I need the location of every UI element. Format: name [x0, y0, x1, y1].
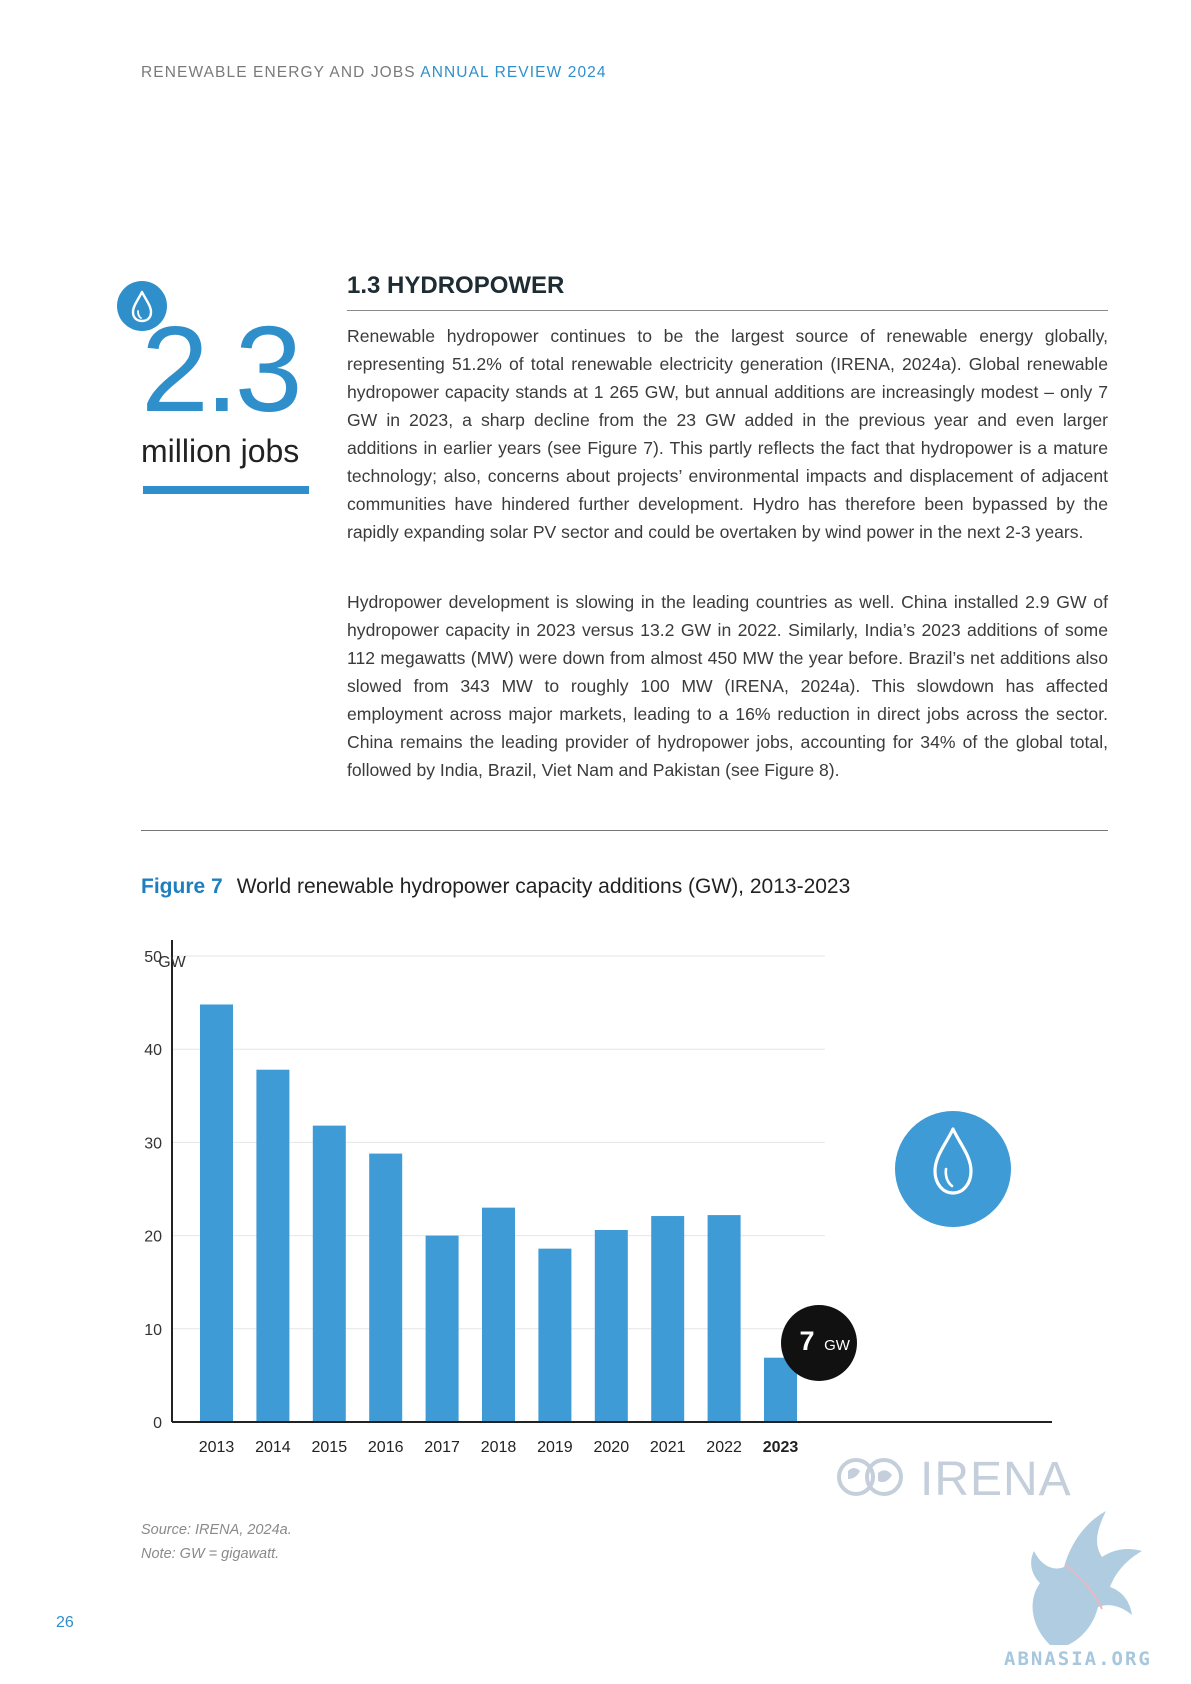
x-tick-label-2021: 2021: [650, 1439, 686, 1456]
y-tick-label: 20: [144, 1229, 162, 1246]
figure-title: World renewable hydropower capacity addi…: [236, 875, 851, 898]
x-tick-label-2018: 2018: [481, 1439, 517, 1456]
callout-unit: GW: [824, 1337, 851, 1354]
hydropower-capacity-chart: 0 10 20 30 40 50 2013 2014 2015 2016 2017 2018 2019…: [144, 940, 1052, 1456]
y-axis-tick-labels: 0 10 20 30 40 50: [144, 949, 162, 1432]
callout-circle: [781, 1305, 857, 1381]
bar-2019: [538, 1248, 572, 1422]
griffin-watermark-icon: [1031, 1511, 1142, 1645]
chart-water-drop-icon: [895, 1111, 1011, 1227]
y-tick-label: 30: [144, 1135, 162, 1152]
source-note: Source: IRENA, 2024a.: [141, 1522, 292, 1538]
bar-2016: [369, 1153, 403, 1422]
running-header-accent: ANNUAL REVIEW 2024: [420, 64, 607, 81]
figure-label: Figure 7: [141, 875, 223, 898]
x-tick-label-2016: 2016: [368, 1439, 404, 1456]
x-tick-label-2014: 2014: [255, 1439, 291, 1456]
x-tick-label-2015: 2015: [312, 1439, 348, 1456]
y-tick-label: 0: [153, 1415, 162, 1432]
bar-2017: [425, 1235, 459, 1422]
bar-2020: [594, 1230, 628, 1422]
body-paragraph-1: Renewable hydropower continues to be the…: [347, 326, 1108, 542]
bar-2014: [256, 1069, 290, 1422]
stat-number: 2.3: [141, 301, 303, 437]
bar-2022: [707, 1215, 741, 1422]
y-axis-label: GW: [158, 954, 186, 971]
stat-label: million jobs: [141, 433, 300, 469]
chart-bars: [200, 1004, 797, 1422]
bar-2015: [312, 1125, 346, 1422]
x-axis-tick-labels: 2013 2014 2015 2016 2017 2018 2019 2020 2021 2022…: [199, 1439, 799, 1456]
bar-2013: [200, 1004, 233, 1422]
x-tick-label-2017: 2017: [424, 1439, 460, 1456]
x-tick-label-2020: 2020: [594, 1439, 630, 1456]
figure-caption: Figure 7 World renewable hydropower capac…: [141, 875, 850, 899]
bar-2021: [651, 1216, 685, 1422]
content-divider: [141, 830, 1108, 831]
bar-2018: [482, 1207, 515, 1422]
irena-globe-icon: [837, 1458, 903, 1496]
callout-value: 7: [799, 1326, 814, 1356]
running-header: RENEWABLE ENERGY AND JOBS ANNUAL REVIEW …: [141, 64, 607, 82]
section-divider: [347, 310, 1108, 311]
body-paragraph-2: Hydropower development is slowing in the…: [347, 592, 1108, 780]
page-number: 26: [56, 1614, 74, 1631]
section-title: 1.3 HYDROPOWER: [347, 272, 565, 299]
irena-logo-text: IRENA: [920, 1453, 1072, 1506]
footnote: Note: GW = gigawatt.: [141, 1546, 280, 1562]
x-tick-label-2013: 2013: [199, 1439, 235, 1456]
y-tick-label: 40: [144, 1042, 162, 1059]
value-callout: 7 GW: [781, 1305, 857, 1381]
x-tick-label-2019: 2019: [537, 1439, 573, 1456]
x-tick-label-2022: 2022: [706, 1439, 742, 1456]
stat-underline: [143, 486, 309, 494]
running-header-prefix: RENEWABLE ENERGY AND JOBS: [141, 64, 421, 81]
x-tick-label-2023: 2023: [763, 1439, 799, 1456]
watermark-text: ABNASIA.ORG: [1004, 1648, 1152, 1670]
water-drop-icon: [117, 281, 167, 331]
y-tick-label: 10: [144, 1322, 162, 1339]
y-tick-label: 50: [144, 949, 162, 966]
